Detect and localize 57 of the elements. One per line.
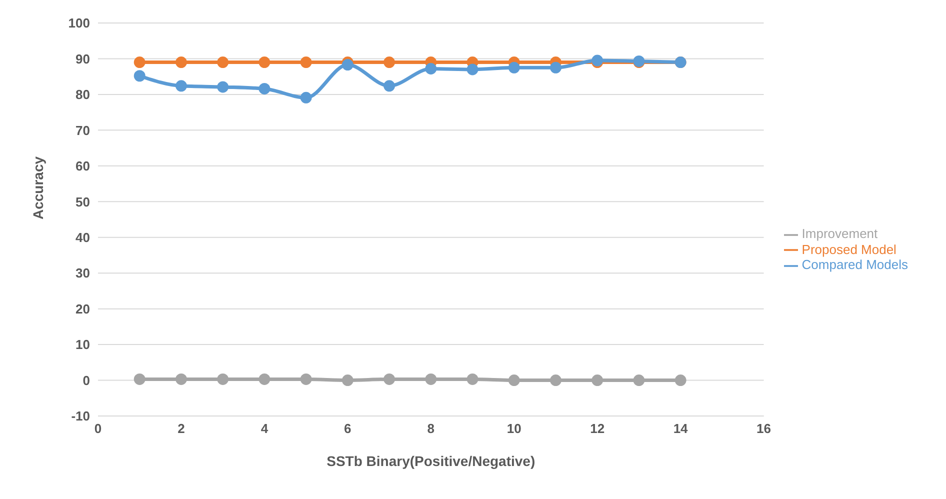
y-axis-title: Accuracy	[30, 156, 46, 220]
point	[508, 62, 520, 74]
point	[300, 373, 312, 385]
legend-label: Improvement	[802, 226, 878, 242]
point	[466, 373, 478, 385]
point	[384, 56, 396, 68]
x-tick-label: 16	[756, 421, 772, 436]
y-tick-label: 20	[76, 301, 90, 316]
y-tick-label: 10	[76, 337, 90, 352]
x-tick-label: 12	[590, 421, 605, 436]
point	[633, 374, 645, 386]
x-tick-label: 6	[344, 421, 352, 436]
point	[592, 374, 604, 386]
y-tick-label: 90	[76, 51, 90, 66]
y-tick-label: 40	[76, 230, 90, 245]
y-tick-label: 80	[76, 87, 90, 102]
point	[134, 56, 146, 68]
point	[175, 80, 187, 92]
x-tick-label: 4	[260, 421, 269, 436]
point	[258, 56, 270, 68]
x-tick-label: 14	[673, 421, 689, 436]
legend-label: Proposed Model	[802, 242, 896, 257]
point	[384, 80, 396, 92]
point	[384, 373, 396, 385]
y-tick-label: -10	[71, 408, 90, 424]
y-tick-label: 50	[76, 194, 90, 210]
point	[425, 62, 437, 74]
point	[217, 81, 229, 93]
y-tick-label: 30	[76, 266, 90, 281]
point	[258, 373, 270, 385]
point	[134, 70, 146, 82]
point	[217, 56, 229, 68]
point	[300, 56, 312, 68]
point	[466, 64, 478, 76]
point	[425, 373, 437, 385]
point	[217, 373, 229, 385]
point	[175, 373, 187, 385]
legend-label: Compared Models	[802, 257, 908, 272]
x-tick-label: 8	[427, 421, 435, 436]
point	[674, 374, 686, 386]
point	[508, 374, 520, 386]
y-tick-label: 0	[82, 372, 90, 388]
x-tick-label: 2	[178, 421, 185, 436]
point	[550, 374, 562, 386]
x-tick-label: 0	[94, 421, 102, 436]
point	[342, 374, 354, 386]
y-tick-label: 100	[68, 16, 90, 31]
x-tick-label: 10	[506, 421, 522, 436]
point	[134, 373, 146, 385]
point	[342, 59, 354, 71]
point	[258, 82, 270, 94]
y-tick-label: 70	[76, 122, 90, 138]
point	[175, 56, 187, 68]
y-tick-label: 60	[76, 158, 90, 174]
x-axis-title: SSTb Binary(Positive/Negative)	[326, 453, 536, 469]
point	[550, 62, 562, 74]
point	[300, 92, 312, 104]
